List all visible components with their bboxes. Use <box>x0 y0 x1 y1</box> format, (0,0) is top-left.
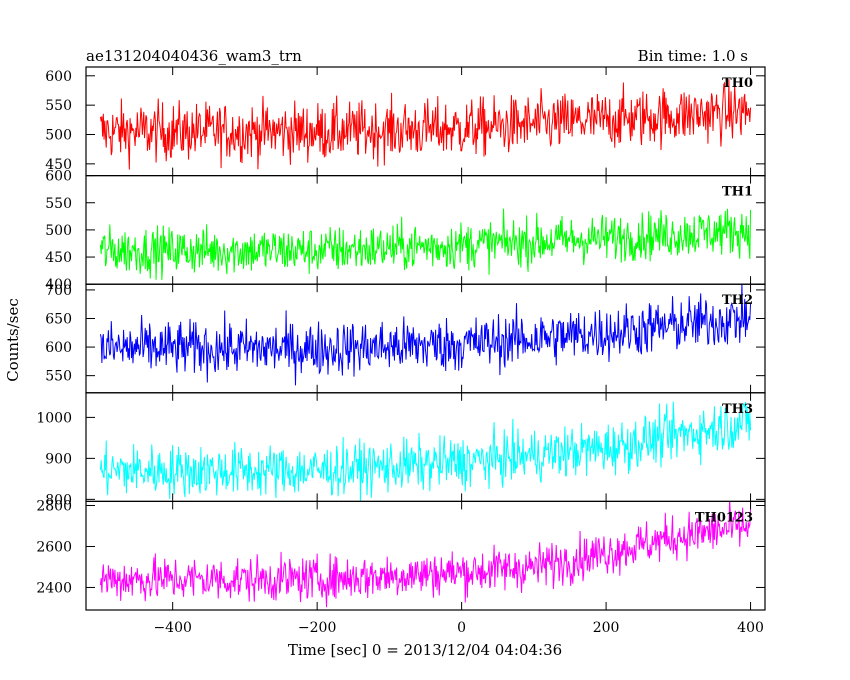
y-tick-label: 550 <box>45 98 72 114</box>
x-tick-label: 400 <box>737 620 764 636</box>
y-tick-label: 700 <box>45 283 72 299</box>
y-tick-label: 450 <box>45 250 72 266</box>
y-tick-label: 2600 <box>36 539 72 555</box>
panel-th3: 800 900 1000 TH3 <box>36 392 766 508</box>
panel-label-th1: TH1 <box>722 185 753 200</box>
panels: 450 500 550 600 TH0 400 450 500 550 600 TH1 550 600 6… <box>36 66 766 611</box>
y-tick-label: 500 <box>45 128 72 144</box>
x-tick-label: −200 <box>298 620 336 636</box>
series-line-th0123 <box>99 501 752 608</box>
panel-label-th2: TH2 <box>722 293 753 308</box>
y-tick-label: 400 <box>45 277 72 293</box>
panel-frame <box>85 500 766 611</box>
y-tick-label: 600 <box>45 169 72 185</box>
y-tick-label: 600 <box>45 340 72 356</box>
y-tick-label: 2400 <box>36 580 72 596</box>
y-tick-label: 800 <box>45 492 72 508</box>
y-axis-label: Counts/sec <box>4 298 22 382</box>
panel-frame <box>85 175 766 285</box>
x-axis-label: Time [sec] 0 = 2013/12/04 04:04:36 <box>288 641 562 659</box>
panel-label-th0: TH0 <box>722 76 753 91</box>
x-tick-label: 200 <box>593 620 620 636</box>
y-tick-label: 450 <box>45 157 72 173</box>
y-tick-label: 1000 <box>36 410 72 426</box>
panel-label-th0123: TH0123 <box>695 510 753 525</box>
panel-th2: 550 600 650 700 TH2 <box>45 283 766 394</box>
y-tick-label: 550 <box>45 369 72 385</box>
bin-time-label: Bin time: 1.0 s <box>638 47 748 65</box>
y-tick-label: 650 <box>45 311 72 327</box>
series-line-th0 <box>99 79 752 170</box>
series-line-th1 <box>99 208 752 281</box>
panel-th0: 450 500 550 600 TH0 <box>45 66 766 177</box>
x-axis-ticks: −400 −200 0 200 400 <box>153 620 763 636</box>
y-tick-label: 2800 <box>36 498 72 514</box>
x-tick-label: 0 <box>457 620 466 636</box>
panel-label-th3: TH3 <box>722 402 753 417</box>
y-tick-label: 550 <box>45 196 72 212</box>
y-tick-label: 900 <box>45 451 72 467</box>
series-line-th2 <box>99 284 752 386</box>
panel-th0123: 2400 2600 2800 TH0123 <box>36 498 766 611</box>
chart-title: ae131204040436_wam3_trn <box>86 47 302 65</box>
y-tick-label: 600 <box>45 69 72 85</box>
x-tick-label: −400 <box>153 620 191 636</box>
y-tick-label: 500 <box>45 223 72 239</box>
panel-th1: 400 450 500 550 600 TH1 <box>45 169 766 293</box>
series-line-th3 <box>99 401 752 502</box>
